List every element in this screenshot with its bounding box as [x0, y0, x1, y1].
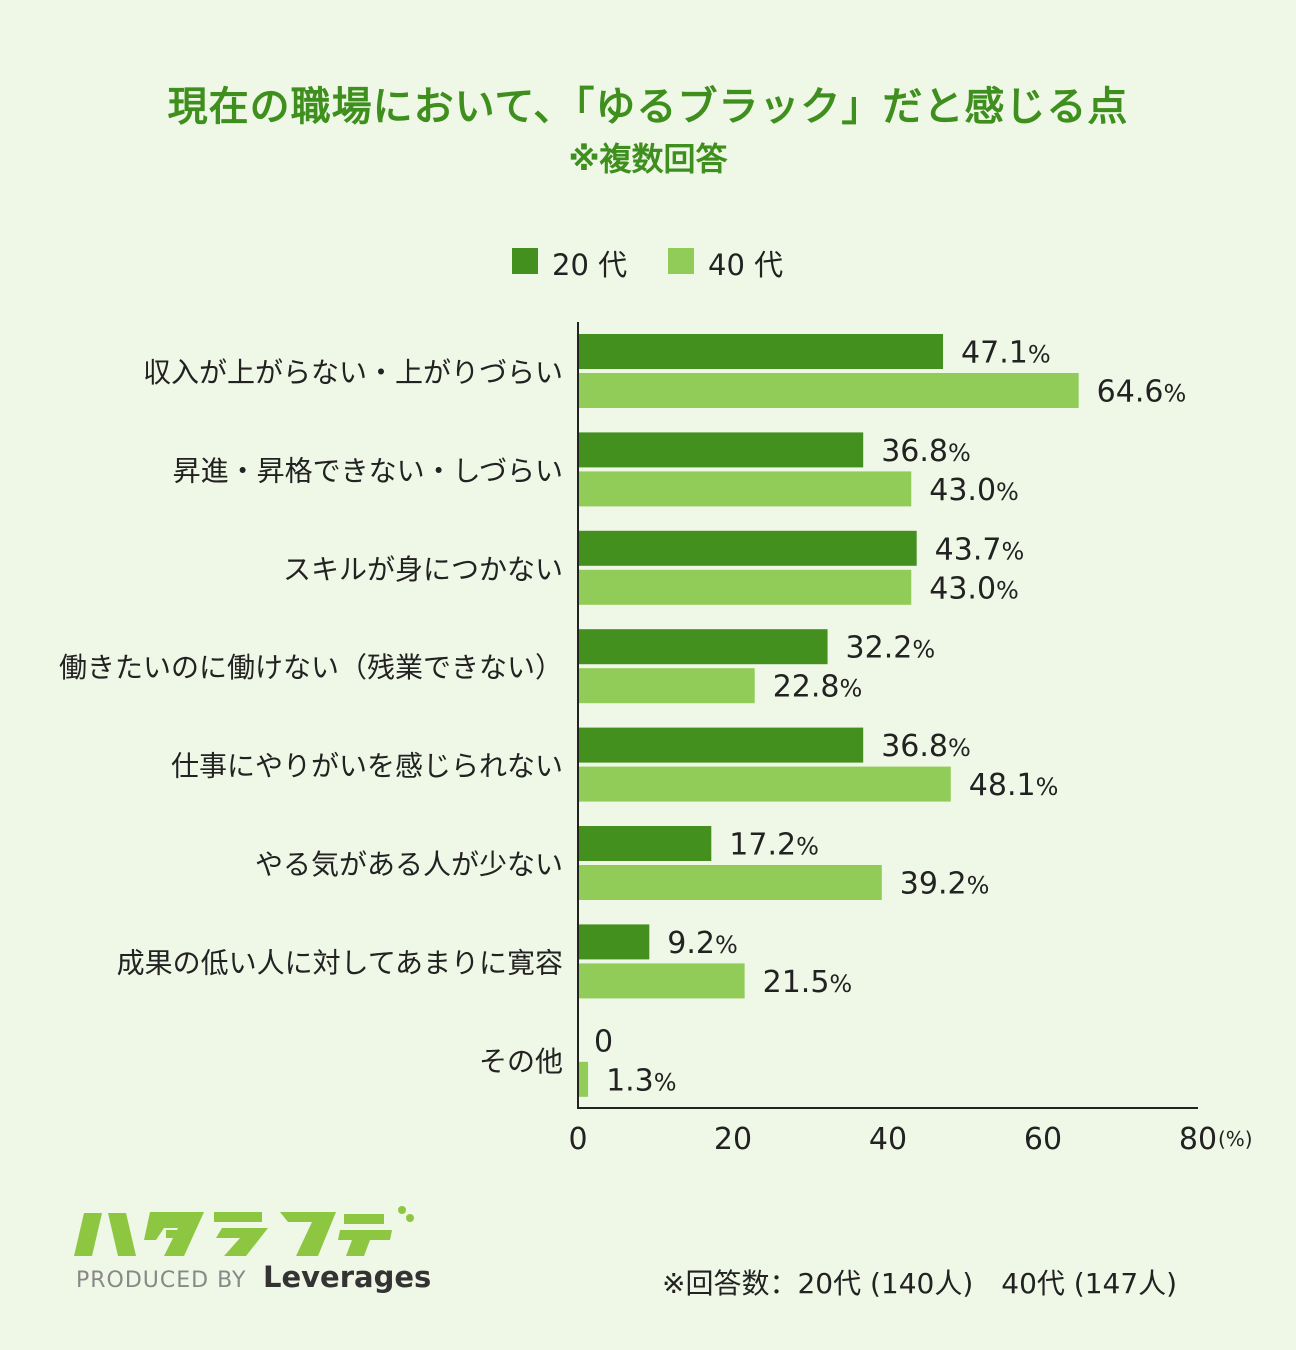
chart-title: 現在の職場において、「ゆるブラック」だと感じる点	[167, 84, 1129, 130]
bar	[578, 865, 882, 900]
legend-swatch-20s	[512, 248, 538, 274]
data-label: 36.8%	[881, 729, 971, 764]
bar	[578, 334, 944, 369]
x-unit-label: (%)	[1218, 1127, 1253, 1151]
bar-chart: 収入が上がらない・上がりづらい 47.1% 64.6% 昇進・昇格できない・しづらい 3…	[59, 322, 1253, 1157]
bar	[578, 826, 712, 861]
legend-swatch-40s	[668, 248, 694, 274]
category-label: 成果の低い人に対してあまりに寛容	[117, 946, 563, 979]
data-label: 47.1%	[961, 336, 1051, 371]
brand-name: Leverages	[263, 1260, 432, 1294]
bar	[578, 373, 1079, 408]
data-label: 64.6%	[1097, 375, 1187, 410]
bar	[578, 727, 864, 763]
chart-subtitle: ※複数回答	[568, 140, 728, 178]
bar	[578, 668, 755, 704]
data-label: 36.8%	[881, 434, 971, 469]
bar	[578, 432, 864, 468]
data-label: 17.2%	[729, 828, 819, 863]
respondent-note: ※回答数：20代 (140人) 40代 (147人)	[662, 1267, 1178, 1300]
category-label: 働きたいのに働けない（残業できない）	[59, 651, 563, 684]
bar	[578, 530, 917, 566]
bar	[578, 963, 745, 999]
x-tick-label: 80	[1179, 1122, 1217, 1157]
category-label: 収入が上がらない・上がりづらい	[143, 356, 563, 389]
category-label: やる気がある人が少ない	[255, 848, 563, 881]
data-label: 43.0%	[929, 473, 1019, 508]
bar	[578, 924, 650, 960]
data-label: 43.0%	[929, 571, 1019, 606]
bar	[578, 569, 912, 605]
x-tick-label: 0	[568, 1122, 587, 1157]
category-label: 昇進・昇格できない・しづらい	[173, 454, 563, 487]
legend-label-20s: 20 代	[552, 248, 628, 282]
x-tick-label: 60	[1024, 1122, 1062, 1157]
category-label: 仕事にやりがいを感じられない	[171, 750, 563, 783]
bar	[578, 766, 951, 802]
produced-by-text: PRODUCED BY	[76, 1268, 247, 1293]
bar	[578, 629, 828, 665]
category-label: スキルが身につかない	[283, 553, 563, 586]
data-label: 1.3%	[606, 1063, 677, 1098]
data-label: 39.2%	[900, 867, 990, 902]
data-label: 9.2%	[667, 926, 738, 961]
bar	[578, 471, 912, 507]
data-label: 21.5%	[763, 965, 853, 1000]
data-label: 0	[594, 1024, 613, 1059]
data-label: 22.8%	[773, 670, 863, 705]
legend-label-40s: 40 代	[708, 248, 784, 282]
bar	[578, 1061, 589, 1097]
category-label: その他	[479, 1045, 563, 1078]
data-label: 48.1%	[969, 768, 1059, 803]
x-tick-label: 40	[869, 1122, 907, 1157]
data-label: 32.2%	[846, 631, 936, 666]
x-tick-label: 20	[714, 1122, 752, 1157]
hataractive-logo	[74, 1206, 414, 1256]
data-label: 43.7%	[935, 532, 1025, 567]
